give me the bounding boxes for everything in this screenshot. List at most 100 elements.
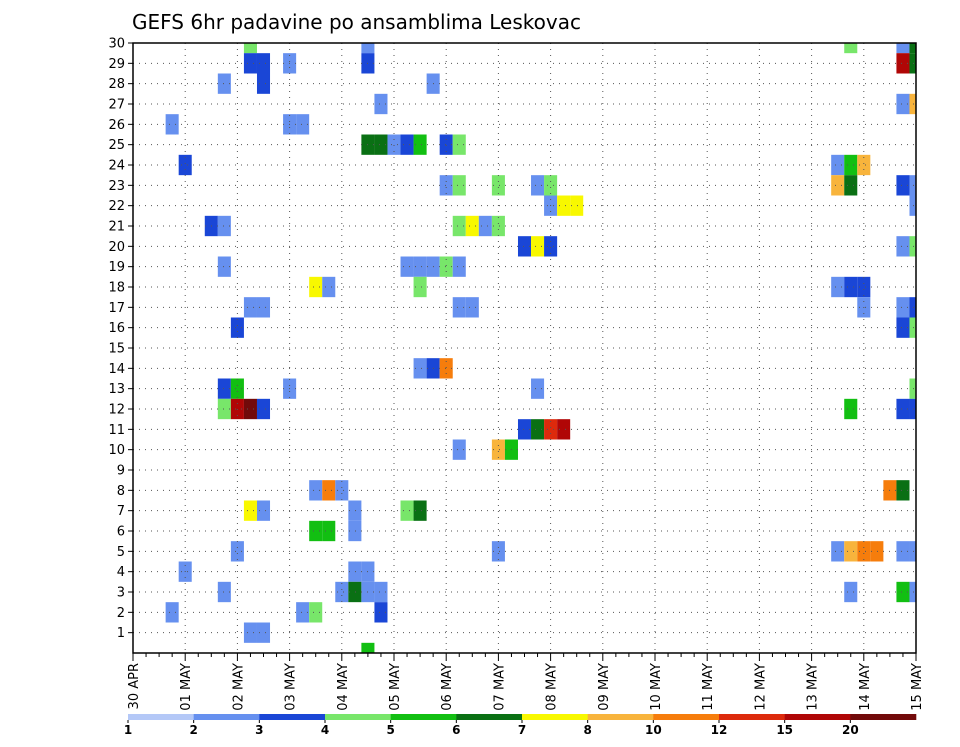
precip-cell: [309, 480, 323, 501]
precip-cell: [400, 256, 414, 277]
precip-cell: [348, 520, 362, 542]
precip-cell: [557, 195, 571, 216]
precip-cell: [230, 398, 244, 420]
y-tick-label: 18: [108, 281, 125, 296]
precip-cell: [413, 358, 427, 379]
precip-cell: [531, 175, 545, 196]
colorbar-label: 2: [189, 723, 197, 737]
precip-cell: [374, 134, 388, 155]
precip-cell: [909, 317, 916, 338]
precip-cell: [909, 195, 916, 216]
precip-cell: [309, 602, 323, 623]
precip-cell: [909, 378, 916, 399]
precip-cell: [374, 93, 388, 115]
x-tick-label: 30 APR: [127, 663, 142, 709]
colorbar-swatch: [193, 714, 260, 720]
precip-cell: [491, 175, 505, 196]
precip-cell: [243, 297, 257, 318]
precip-cell: [413, 500, 427, 521]
precip-cell: [243, 622, 257, 643]
precip-cell: [452, 439, 466, 460]
precip-cell: [531, 419, 545, 440]
precip-cell: [230, 378, 244, 399]
x-tick-label: 07 MAY: [492, 663, 507, 711]
precip-cell: [387, 134, 401, 155]
y-tick-label: 22: [108, 199, 125, 214]
precip-cell: [844, 175, 858, 196]
precip-cell: [322, 276, 336, 298]
precip-cell: [348, 500, 362, 521]
precip-cell: [909, 236, 916, 257]
y-tick-label: 3: [117, 586, 125, 601]
precip-cell: [452, 297, 466, 318]
y-tick-label: 9: [117, 464, 125, 479]
y-tick-label: 23: [108, 179, 125, 194]
precip-cell: [531, 236, 545, 257]
precip-cell: [831, 175, 845, 196]
colorbar-label: 7: [518, 723, 526, 737]
colorbar-swatch: [587, 714, 654, 720]
y-tick-label: 12: [108, 403, 125, 418]
precip-cell: [230, 541, 244, 562]
precip-cell: [557, 419, 571, 440]
precip-cell: [256, 53, 271, 74]
x-tick-label: 06 MAY: [440, 663, 455, 711]
precip-cell: [896, 53, 910, 74]
precip-cell: [243, 53, 257, 74]
chart-title: GEFS 6hr padavine po ansamblima Leskovac: [132, 10, 581, 34]
precip-cell: [243, 43, 257, 54]
precip-cell: [870, 541, 884, 562]
colorbar-label: 1: [124, 723, 132, 737]
y-tick-label: 11: [108, 423, 125, 438]
precip-cell: [452, 215, 466, 237]
precip-cell: [531, 378, 545, 399]
x-tick-label: 10 MAY: [649, 663, 664, 711]
precip-cell: [217, 581, 231, 603]
precip-cell: [452, 175, 466, 196]
x-tick-label: 14 MAY: [858, 663, 873, 711]
precip-cell: [857, 154, 871, 176]
y-tick-label: 13: [108, 382, 125, 397]
precip-cell: [831, 154, 845, 176]
precip-cell: [452, 256, 466, 277]
precip-cell: [909, 175, 916, 196]
precip-cell: [439, 358, 453, 379]
precip-cell: [348, 581, 362, 603]
y-tick-label: 5: [117, 545, 125, 560]
precip-cell: [348, 561, 362, 582]
precip-cell: [491, 541, 505, 562]
precip-cell: [844, 581, 858, 603]
colorbar-swatch: [128, 714, 194, 720]
precip-cell: [517, 419, 532, 440]
precip-cell: [178, 154, 192, 176]
precip-cell: [296, 602, 310, 623]
precip-cell: [361, 43, 375, 54]
colorbar-label: 6: [452, 723, 460, 737]
y-tick-label: 10: [108, 443, 125, 458]
precip-cell: [230, 317, 244, 338]
colorbar-swatch: [456, 714, 523, 720]
y-tick-label: 15: [108, 342, 125, 357]
colorbar-label: 4: [321, 723, 329, 737]
y-tick-label: 6: [117, 525, 125, 540]
precip-cell: [544, 175, 558, 196]
y-tick-label: 27: [108, 98, 125, 113]
precip-cell: [909, 297, 916, 318]
colorbar-swatch: [522, 714, 588, 720]
y-tick-label: 24: [108, 159, 125, 174]
y-tick-label: 29: [108, 57, 125, 72]
colorbar-label: 20: [842, 723, 859, 737]
colorbar-swatch: [719, 714, 785, 720]
y-tick-label: 28: [108, 77, 125, 92]
x-tick-label: 12 MAY: [753, 663, 768, 711]
y-tick-label: 2: [117, 606, 125, 621]
cells-layer: [165, 43, 916, 653]
colorbar: 1 2 3 4 5 6 7 8 10 12 15 20: [124, 714, 917, 737]
x-tick-label: 02 MAY: [231, 663, 246, 711]
precip-cell: [491, 215, 505, 237]
precip-cell: [256, 297, 271, 318]
precip-cell: [256, 73, 271, 94]
precip-cell: [243, 398, 257, 420]
